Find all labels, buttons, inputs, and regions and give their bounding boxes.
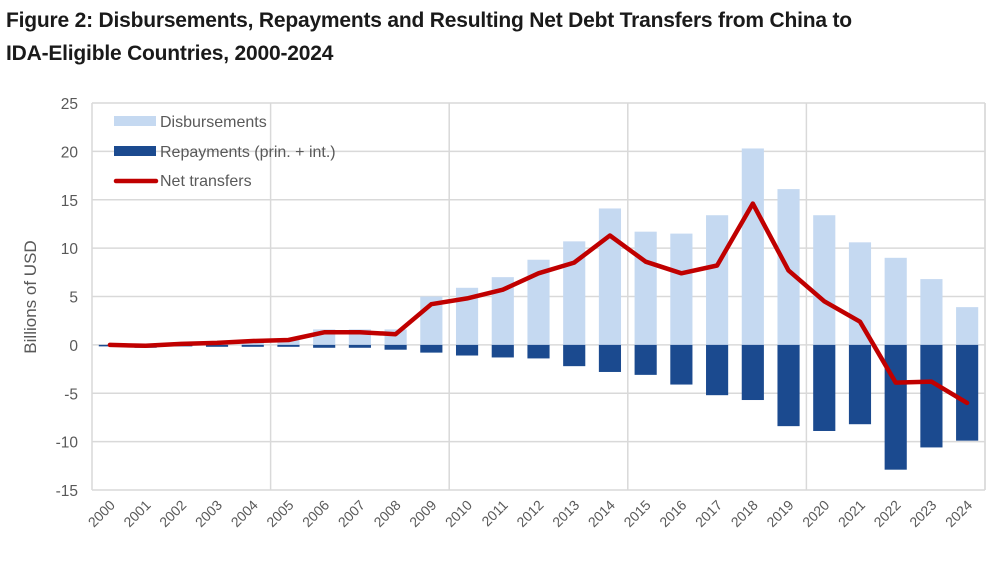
bar-disbursements-2021 <box>848 242 872 345</box>
bar-repayments-2006 <box>313 344 336 348</box>
x-tick-label: 2013 <box>549 497 582 530</box>
bar-disbursements-2017 <box>706 215 729 345</box>
bar-repayments-2023 <box>920 344 943 448</box>
y-axis-ticks: -15 -10 -5 0 5 10 15 20 25 <box>56 96 79 500</box>
legend-swatch-disbursements <box>114 116 156 126</box>
bar-disbursements-2012 <box>527 259 550 345</box>
bar-repayments-2019 <box>777 344 800 427</box>
bar-repayments-2004 <box>241 344 264 347</box>
bar-disbursements-2010 <box>455 287 479 345</box>
bar-repayments-2024 <box>956 344 979 441</box>
x-tick-label: 2019 <box>763 497 796 530</box>
bar-repayments-2009 <box>420 344 443 353</box>
bar-disbursements-2022 <box>884 257 907 345</box>
bars <box>98 148 979 470</box>
y-tick-label: 10 <box>61 241 79 258</box>
x-tick-label: 2017 <box>692 497 725 530</box>
bar-repayments-2014 <box>598 344 622 372</box>
x-tick-label: 2003 <box>192 497 225 530</box>
x-tick-label: 2002 <box>156 497 189 530</box>
chart-title-line-2: IDA-Eligible Countries, 2000-2024 <box>6 42 334 65</box>
y-tick-label: 25 <box>61 96 78 113</box>
legend-label-disbursements: Disbursements <box>160 114 267 131</box>
bar-disbursements-2011 <box>491 277 514 345</box>
bar-repayments-2016 <box>670 344 693 385</box>
net-transfers-line-group <box>107 201 970 406</box>
bar-repayments-2013 <box>563 344 586 367</box>
y-tick-label: -15 <box>56 483 78 500</box>
bar-disbursements-2020 <box>813 215 836 345</box>
x-tick-label: 2011 <box>478 497 511 530</box>
legend-swatch-repayments <box>114 146 156 156</box>
bar-disbursements-2015 <box>634 231 657 345</box>
legend-label-repayments: Repayments (prin. + int.) <box>160 144 336 161</box>
legend-label-net-transfers: Net transfers <box>160 173 252 190</box>
x-axis-ticks: 2000 2001 2002 2003 2004 2005 2006 2007 2008 2009… <box>85 497 976 530</box>
bar-disbursements-2024 <box>956 307 979 345</box>
y-tick-label: 5 <box>69 290 78 307</box>
bar-repayments-2010 <box>455 344 479 356</box>
x-tick-label: 2022 <box>870 497 903 530</box>
x-tick-label: 2006 <box>299 497 332 530</box>
x-tick-label: 2015 <box>620 497 653 530</box>
x-tick-label: 2024 <box>942 497 975 530</box>
bar-repayments-2003 <box>205 344 229 347</box>
bar-repayments-2005 <box>277 344 300 347</box>
chart-title-line-1: Figure 2: Disbursements, Repayments and … <box>6 9 852 32</box>
bar-repayments-2022 <box>884 344 907 470</box>
gridlines <box>91 102 986 491</box>
bar-disbursements-2014 <box>598 208 622 345</box>
y-tick-label: -5 <box>64 386 78 403</box>
y-tick-label: 0 <box>69 338 78 355</box>
x-tick-label: 2020 <box>799 497 832 530</box>
bar-repayments-2011 <box>491 344 514 358</box>
x-tick-label: 2021 <box>835 497 868 530</box>
bar-repayments-2012 <box>527 344 550 359</box>
y-axis-label: Billions of USD <box>21 240 40 353</box>
x-tick-label: 2014 <box>585 497 618 530</box>
x-tick-label: 2009 <box>406 497 439 530</box>
y-tick-label: -10 <box>56 435 79 452</box>
bar-disbursements-2013 <box>563 241 586 345</box>
x-tick-label: 2012 <box>513 497 546 530</box>
x-tick-label: 2023 <box>906 497 939 530</box>
x-tick-label: 2007 <box>335 497 368 530</box>
bar-disbursements-2016 <box>670 233 693 345</box>
bar-disbursements-2023 <box>920 279 943 345</box>
x-tick-label: 2008 <box>370 497 403 530</box>
y-tick-label: 20 <box>61 144 79 161</box>
x-tick-label: 2001 <box>120 497 153 530</box>
bar-repayments-2021 <box>848 344 872 425</box>
x-tick-label: 2010 <box>442 497 475 530</box>
x-tick-label: 2005 <box>263 497 296 530</box>
bar-repayments-2007 <box>348 344 371 348</box>
bar-repayments-2008 <box>384 344 407 350</box>
x-tick-label: 2004 <box>228 497 261 530</box>
bar-disbursements-2018 <box>741 148 764 345</box>
legend: Disbursements Repayments (prin. + int.) … <box>113 114 336 190</box>
x-tick-label: 2018 <box>728 497 761 530</box>
x-tick-label: 2000 <box>85 497 118 530</box>
bar-repayments-2020 <box>813 344 836 431</box>
chart-title: Figure 2: Disbursements, Repayments and … <box>6 4 1000 70</box>
bar-repayments-2015 <box>634 344 657 375</box>
bar-repayments-2017 <box>706 344 729 396</box>
y-tick-label: 15 <box>61 193 78 210</box>
bar-repayments-2018 <box>741 344 764 401</box>
x-tick-label: 2016 <box>656 497 689 530</box>
